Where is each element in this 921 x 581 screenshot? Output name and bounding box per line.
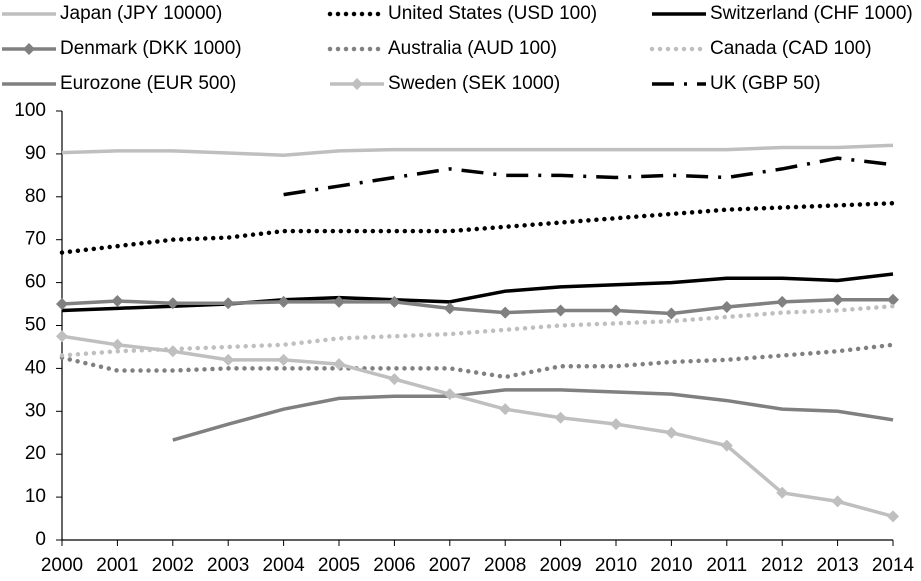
marker: [166, 345, 179, 358]
series-line: [61, 272, 894, 313]
y-tick-label: 0: [35, 529, 46, 550]
x-tick-label: 2013: [816, 555, 858, 576]
y-tick-label: 60: [25, 272, 46, 293]
series-line: [172, 388, 894, 442]
marker: [499, 403, 512, 416]
marker: [351, 78, 363, 90]
marker: [443, 388, 456, 401]
marker: [720, 439, 733, 452]
legend-label: Sweden (SEK 1000): [388, 73, 560, 94]
marker: [831, 293, 844, 306]
series-line: [59, 200, 896, 255]
marker: [111, 295, 124, 308]
series-line: [59, 342, 896, 380]
x-tick-label: 2006: [373, 555, 415, 576]
series-line: [61, 143, 894, 157]
marker: [333, 295, 345, 308]
marker: [776, 486, 789, 499]
marker: [222, 297, 235, 310]
marker: [277, 353, 290, 366]
marker: [665, 426, 678, 439]
y-tick-label: 30: [25, 400, 46, 421]
x-tick-label: 2012: [761, 555, 803, 576]
x-tick-label: 2003: [207, 555, 249, 576]
marker: [887, 293, 899, 306]
y-tick-label: 90: [25, 143, 46, 164]
marker: [166, 297, 179, 310]
x-tick-label: 2000: [41, 555, 83, 576]
marker: [388, 373, 401, 386]
legend-label: Eurozone (EUR 500): [60, 73, 236, 94]
legend-label: United States (USD 100): [388, 3, 597, 24]
marker: [388, 295, 401, 308]
y-tick-label: 100: [14, 100, 46, 121]
x-tick-label: 2014: [872, 555, 915, 576]
legend-label: Japan (JPY 10000): [60, 3, 222, 24]
x-tick-label: 2011: [706, 555, 747, 576]
x-tick-label: 2005: [318, 555, 360, 576]
marker: [610, 304, 622, 317]
x-tick-label: 2004: [262, 555, 305, 576]
y-tick-label: 10: [25, 486, 46, 507]
legend-label: Australia (AUD 100): [388, 38, 557, 59]
x-tick-label: 2001: [96, 555, 138, 576]
marker: [776, 295, 789, 308]
legend-label: Switzerland (CHF 1000): [710, 3, 913, 24]
marker: [333, 358, 345, 371]
series-line: [283, 156, 894, 197]
series-line: [59, 303, 896, 358]
marker: [23, 43, 35, 55]
marker: [56, 330, 68, 343]
marker: [720, 301, 733, 314]
x-tick-label: 2007: [429, 555, 471, 576]
marker: [499, 306, 512, 319]
x-tick-label: 2010: [595, 555, 637, 576]
legend-label: UK (GBP 50): [710, 73, 821, 94]
y-tick-label: 50: [25, 315, 46, 336]
y-tick-label: 80: [25, 186, 46, 207]
series-line: [61, 334, 894, 519]
y-tick-label: 20: [25, 443, 46, 464]
marker: [277, 295, 290, 308]
legend-label: Canada (CAD 100): [710, 38, 872, 59]
marker: [443, 302, 456, 315]
x-tick-label: 2002: [152, 555, 194, 576]
y-tick-label: 70: [25, 229, 46, 250]
x-tick-label: 2008: [484, 555, 526, 576]
marker: [831, 495, 844, 508]
legend-label: Denmark (DKK 1000): [60, 38, 242, 59]
marker: [554, 411, 567, 424]
marker: [887, 510, 899, 523]
y-tick-label: 40: [25, 357, 46, 378]
series-line: [61, 298, 893, 316]
marker: [56, 298, 68, 311]
x-tick-label: 2009: [539, 555, 581, 576]
marker: [665, 307, 678, 320]
marker: [610, 418, 622, 431]
marker: [222, 353, 235, 366]
marker: [554, 304, 567, 317]
x-tick-label: 2010: [650, 555, 692, 576]
marker: [111, 338, 124, 351]
